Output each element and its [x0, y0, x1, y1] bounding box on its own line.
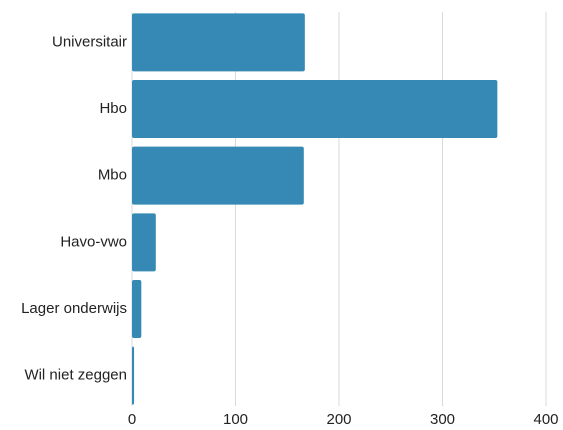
y-tick-label: Universitair [52, 33, 127, 50]
x-tick-label: 0 [128, 411, 136, 428]
bar [132, 346, 135, 405]
bar [132, 280, 142, 338]
y-tick-label: Mbo [98, 167, 127, 184]
y-tick-label: Hbo [99, 100, 127, 117]
x-tick-label: 300 [430, 411, 455, 428]
x-tick-label: 100 [223, 411, 248, 428]
bar [132, 146, 304, 205]
y-tick-label: Havo-vwo [60, 233, 127, 250]
y-tick-label: Wil niet zeggen [24, 367, 127, 384]
bar [132, 213, 156, 272]
bar [132, 80, 498, 138]
x-tick-label: 400 [533, 411, 558, 428]
x-tick-label: 200 [326, 411, 351, 428]
bar [132, 13, 305, 72]
y-tick-label: Lager onderwijs [21, 300, 127, 317]
